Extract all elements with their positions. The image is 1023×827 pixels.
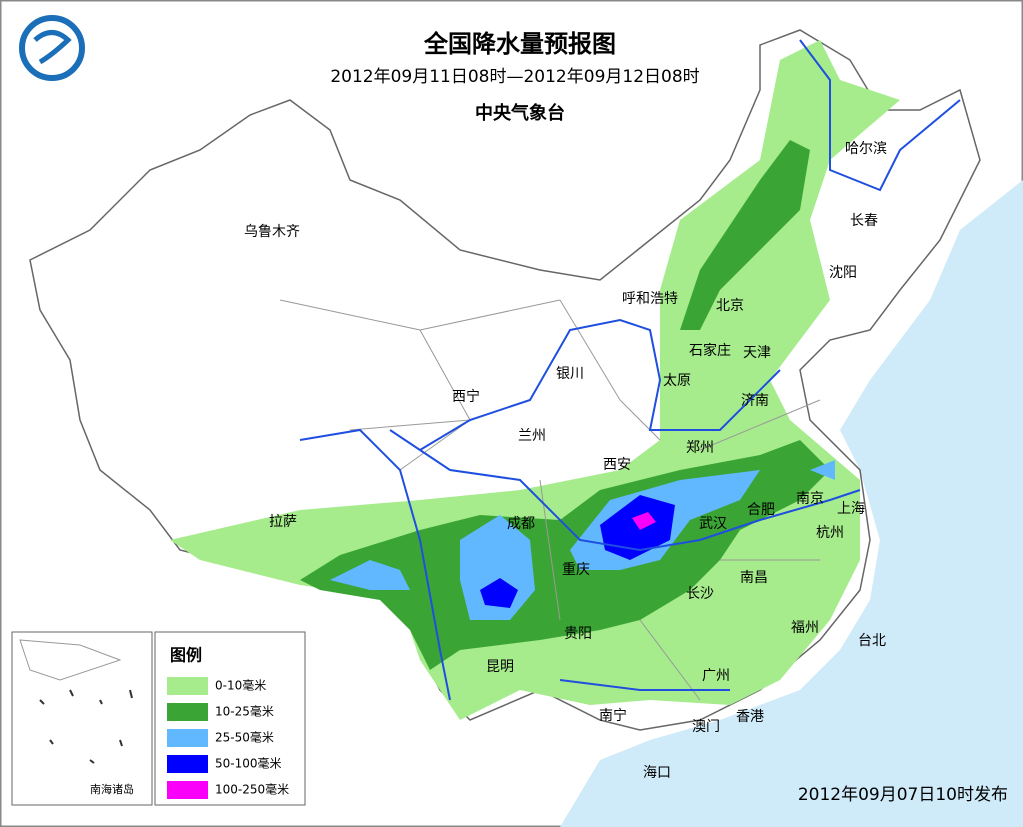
city-label: 澳门: [692, 719, 720, 735]
city-label: 银川: [556, 366, 584, 382]
sea: [560, 180, 1023, 827]
river: [559, 679, 730, 691]
city-label: 福州: [791, 620, 819, 636]
river: [799, 39, 961, 192]
legend-swatch: [167, 755, 208, 773]
legend-swatch: [167, 781, 208, 799]
city-label: 杭州: [816, 525, 844, 541]
legend-label: 10-25毫米: [215, 704, 274, 719]
city-label: 济南: [741, 393, 769, 409]
province-borders: [279, 299, 821, 701]
legend-items: 0-10毫米 10-25毫米 25-50毫米 50-100毫米 100-250毫米: [167, 677, 289, 799]
issued-date: 2012年09月07日10时发布: [798, 785, 1008, 805]
legend-label: 0-10毫米: [215, 678, 266, 693]
city-label: 成都: [507, 516, 535, 532]
title: 全国降水量预报图: [423, 30, 616, 58]
city-label: 台北: [858, 633, 886, 649]
city-label: 南京: [796, 491, 824, 507]
city-label: 呼和浩特: [622, 291, 678, 307]
zone-10-25: [680, 140, 810, 330]
city-label: 广州: [702, 668, 730, 684]
logo: [33, 30, 72, 65]
zone-100-250: [632, 512, 656, 530]
city-label: 拉萨: [269, 514, 297, 530]
legend-swatch: [167, 703, 208, 721]
city-label: 西宁: [452, 388, 480, 405]
subtitle: 2012年09月11日08时—2012年09月12日08时: [330, 67, 699, 87]
city-label: 兰州: [518, 428, 546, 444]
zone-50-100: [480, 495, 675, 608]
city-label: 香港: [736, 709, 764, 725]
city-label: 石家庄: [689, 342, 731, 359]
city-label: 郑州: [686, 440, 714, 456]
city-label: 上海: [837, 501, 865, 517]
city-label: 贵阳: [564, 626, 592, 642]
inset-label: 南海诸岛: [90, 782, 134, 796]
issuer: 中央气象台: [475, 102, 565, 124]
city-label: 长春: [850, 213, 878, 229]
legend-swatch: [167, 677, 208, 695]
city-label: 长沙: [686, 586, 714, 602]
city-label: 海口: [643, 765, 671, 781]
city-label: 哈尔滨: [845, 141, 887, 157]
river: [419, 318, 781, 451]
inset-land: [19, 639, 122, 681]
city-label: 南宁: [599, 707, 627, 724]
city-label: 太原: [663, 373, 691, 389]
city-label: 昆明: [486, 659, 514, 675]
inset-islands: [39, 689, 133, 764]
city-label: 合肥: [747, 502, 775, 518]
river: [299, 428, 861, 701]
legend-title: 图例: [170, 646, 202, 665]
logo: [19, 15, 85, 81]
legend-label: 25-50毫米: [215, 730, 274, 745]
legend-swatch: [167, 729, 208, 747]
city-label: 北京: [716, 298, 744, 314]
city-label: 武汉: [699, 516, 727, 532]
city-label: 沈阳: [829, 265, 857, 281]
legend-label: 100-250毫米: [215, 782, 289, 797]
city-label: 南昌: [740, 570, 768, 586]
city-label: 西安: [603, 457, 631, 473]
city-label: 重庆: [562, 562, 590, 578]
city-label: 乌鲁木齐: [244, 224, 300, 240]
city-label: 天津: [743, 345, 771, 361]
legend-label: 50-100毫米: [215, 756, 282, 771]
